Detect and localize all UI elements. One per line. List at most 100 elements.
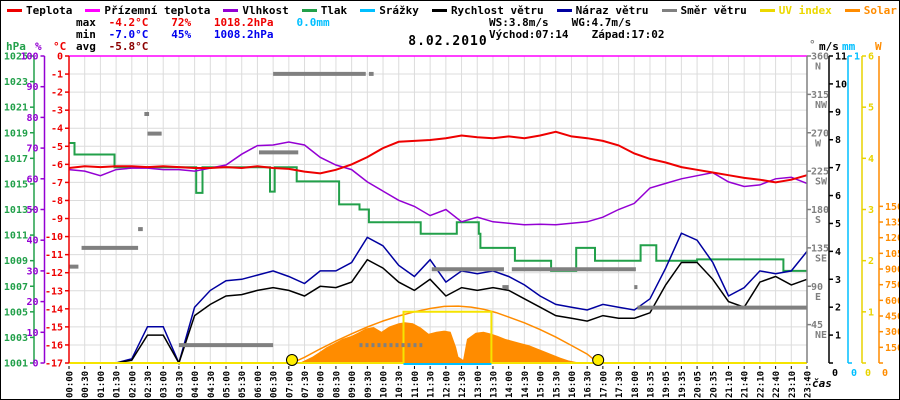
svg-text:-10: -10 bbox=[45, 232, 63, 243]
svg-text:4: 4 bbox=[835, 247, 841, 258]
stat-sunset: Západ:17:02 bbox=[591, 28, 665, 41]
svg-text:6: 6 bbox=[868, 52, 874, 63]
svg-text:0: 0 bbox=[865, 368, 871, 379]
axis-header-hpa: hPa bbox=[6, 40, 26, 53]
svg-text:0: 0 bbox=[57, 52, 63, 63]
grid bbox=[68, 55, 808, 364]
legend-item-temperature: Teplota bbox=[7, 4, 72, 17]
svg-text:SW: SW bbox=[815, 177, 828, 188]
svg-text:11:00: 11:00 bbox=[411, 371, 421, 398]
x-axis-ticks bbox=[68, 366, 808, 369]
svg-text:E: E bbox=[815, 292, 821, 303]
wind-speed-legend-swatch bbox=[431, 9, 447, 12]
svg-text:135: 135 bbox=[811, 243, 829, 254]
svg-text:300: 300 bbox=[885, 327, 899, 338]
stat-sunrise: Východ:07:14 bbox=[489, 28, 569, 41]
stats-row-max: max -4.2°C 72% 1018.2hPa 0.0mm bbox=[76, 16, 330, 29]
svg-text:70: 70 bbox=[26, 144, 38, 155]
svg-text:1007: 1007 bbox=[4, 282, 28, 293]
legend-label: UV index bbox=[778, 4, 832, 17]
svg-text:13:30: 13:30 bbox=[489, 371, 499, 398]
stat-max-pressure: 1018.2hPa bbox=[213, 16, 274, 29]
svg-text:90: 90 bbox=[811, 282, 823, 293]
wind-direction-legend-swatch bbox=[661, 9, 677, 12]
humidity-legend-swatch bbox=[223, 9, 239, 12]
legend-item-pressure: Tlak bbox=[301, 4, 348, 17]
axis-pressure: 1001 1003 1005 1007 1009 1011 1013 1015 1017 1019… bbox=[4, 52, 35, 370]
svg-text:09:30: 09:30 bbox=[364, 371, 374, 398]
series-temperature bbox=[68, 130, 808, 184]
svg-text:22:40: 22:40 bbox=[772, 371, 782, 398]
svg-text:750: 750 bbox=[885, 280, 899, 291]
legend-item-ground-temperature: Přízemní teplota bbox=[85, 4, 210, 17]
svg-text:-6: -6 bbox=[51, 160, 63, 171]
legend-label: Tlak bbox=[320, 4, 348, 17]
stats-row-min: min -7.0°C 45% 1008.2hPa bbox=[76, 28, 290, 41]
svg-text:0: 0 bbox=[851, 368, 857, 379]
svg-text:5: 5 bbox=[835, 219, 841, 230]
svg-text:12:00: 12:00 bbox=[442, 371, 452, 398]
stat-avg-label: avg bbox=[76, 40, 96, 53]
series-solar bbox=[298, 322, 591, 363]
axis-header-degc: °C bbox=[53, 40, 67, 53]
stat-min-pressure: 1008.2hPa bbox=[213, 28, 274, 41]
svg-text:0: 0 bbox=[32, 359, 38, 370]
svg-text:21:40: 21:40 bbox=[741, 371, 751, 398]
svg-text:09:00: 09:00 bbox=[348, 371, 358, 398]
svg-text:1050: 1050 bbox=[885, 249, 899, 260]
series-wind-speed bbox=[69, 258, 808, 365]
legend-item-wind-gust: Náraz větru bbox=[556, 4, 649, 17]
svg-text:2: 2 bbox=[835, 303, 841, 314]
svg-text:02:00: 02:00 bbox=[128, 371, 138, 398]
stat-wind-gust: WG:4.7m/s bbox=[571, 16, 632, 29]
svg-text:16:00: 16:00 bbox=[568, 371, 578, 398]
svg-text:23:40: 23:40 bbox=[804, 371, 814, 398]
svg-text:17:00: 17:00 bbox=[599, 371, 609, 398]
chart-title: 8.02.2010 bbox=[408, 34, 488, 49]
legend-label: Srážky bbox=[379, 4, 419, 17]
svg-text:9: 9 bbox=[835, 107, 841, 118]
svg-text:90: 90 bbox=[26, 82, 38, 93]
x-axis-labels: 00:00 00:30 01:00 01:30 02:00 02:30 03:00 03:30… bbox=[66, 371, 814, 398]
svg-text:01:00: 01:00 bbox=[97, 371, 107, 398]
svg-text:40: 40 bbox=[26, 236, 38, 247]
svg-text:1011: 1011 bbox=[4, 231, 28, 242]
svg-text:6: 6 bbox=[835, 191, 841, 202]
svg-text:19:05: 19:05 bbox=[662, 371, 672, 398]
svg-text:18:00: 18:00 bbox=[631, 371, 641, 398]
svg-text:7: 7 bbox=[835, 163, 841, 174]
svg-text:04:00: 04:00 bbox=[191, 371, 201, 398]
svg-text:3: 3 bbox=[868, 205, 874, 216]
svg-text:-9: -9 bbox=[51, 214, 63, 225]
svg-text:04:30: 04:30 bbox=[207, 371, 217, 398]
axis-solar: 0 150 300 450 600 750 900 1050 1200 1350 1500 bbox=[878, 56, 899, 379]
svg-text:-1: -1 bbox=[51, 70, 63, 81]
svg-text:02:30: 02:30 bbox=[144, 371, 154, 398]
svg-text:-14: -14 bbox=[45, 304, 63, 315]
legend-item-solar: Solar bbox=[844, 4, 897, 17]
ground-temperature-legend-swatch bbox=[85, 9, 101, 12]
svg-text:12:30: 12:30 bbox=[458, 371, 468, 398]
svg-text:-11: -11 bbox=[45, 250, 63, 261]
stat-min-temp: -7.0°C bbox=[108, 28, 149, 41]
svg-text:2: 2 bbox=[868, 256, 874, 267]
svg-text:100: 100 bbox=[20, 52, 38, 63]
svg-text:0: 0 bbox=[832, 368, 838, 379]
svg-text:-8: -8 bbox=[51, 196, 63, 207]
svg-text:07:00: 07:00 bbox=[285, 371, 295, 398]
svg-text:1009: 1009 bbox=[4, 256, 28, 267]
stat-avg-temp: -5.8°C bbox=[108, 40, 149, 53]
svg-text:23:10: 23:10 bbox=[788, 371, 798, 398]
svg-text:-16: -16 bbox=[45, 340, 63, 351]
legend-label: Teplota bbox=[26, 4, 73, 17]
svg-text:15:00: 15:00 bbox=[537, 371, 547, 398]
svg-text:1: 1 bbox=[854, 52, 860, 63]
svg-text:225: 225 bbox=[811, 167, 829, 178]
svg-text:0: 0 bbox=[882, 368, 888, 379]
svg-text:-13: -13 bbox=[45, 286, 63, 297]
svg-text:10:00: 10:00 bbox=[380, 371, 390, 398]
svg-text:1015: 1015 bbox=[4, 179, 28, 190]
svg-text:1025: 1025 bbox=[4, 52, 28, 63]
svg-text:SE: SE bbox=[815, 253, 827, 264]
